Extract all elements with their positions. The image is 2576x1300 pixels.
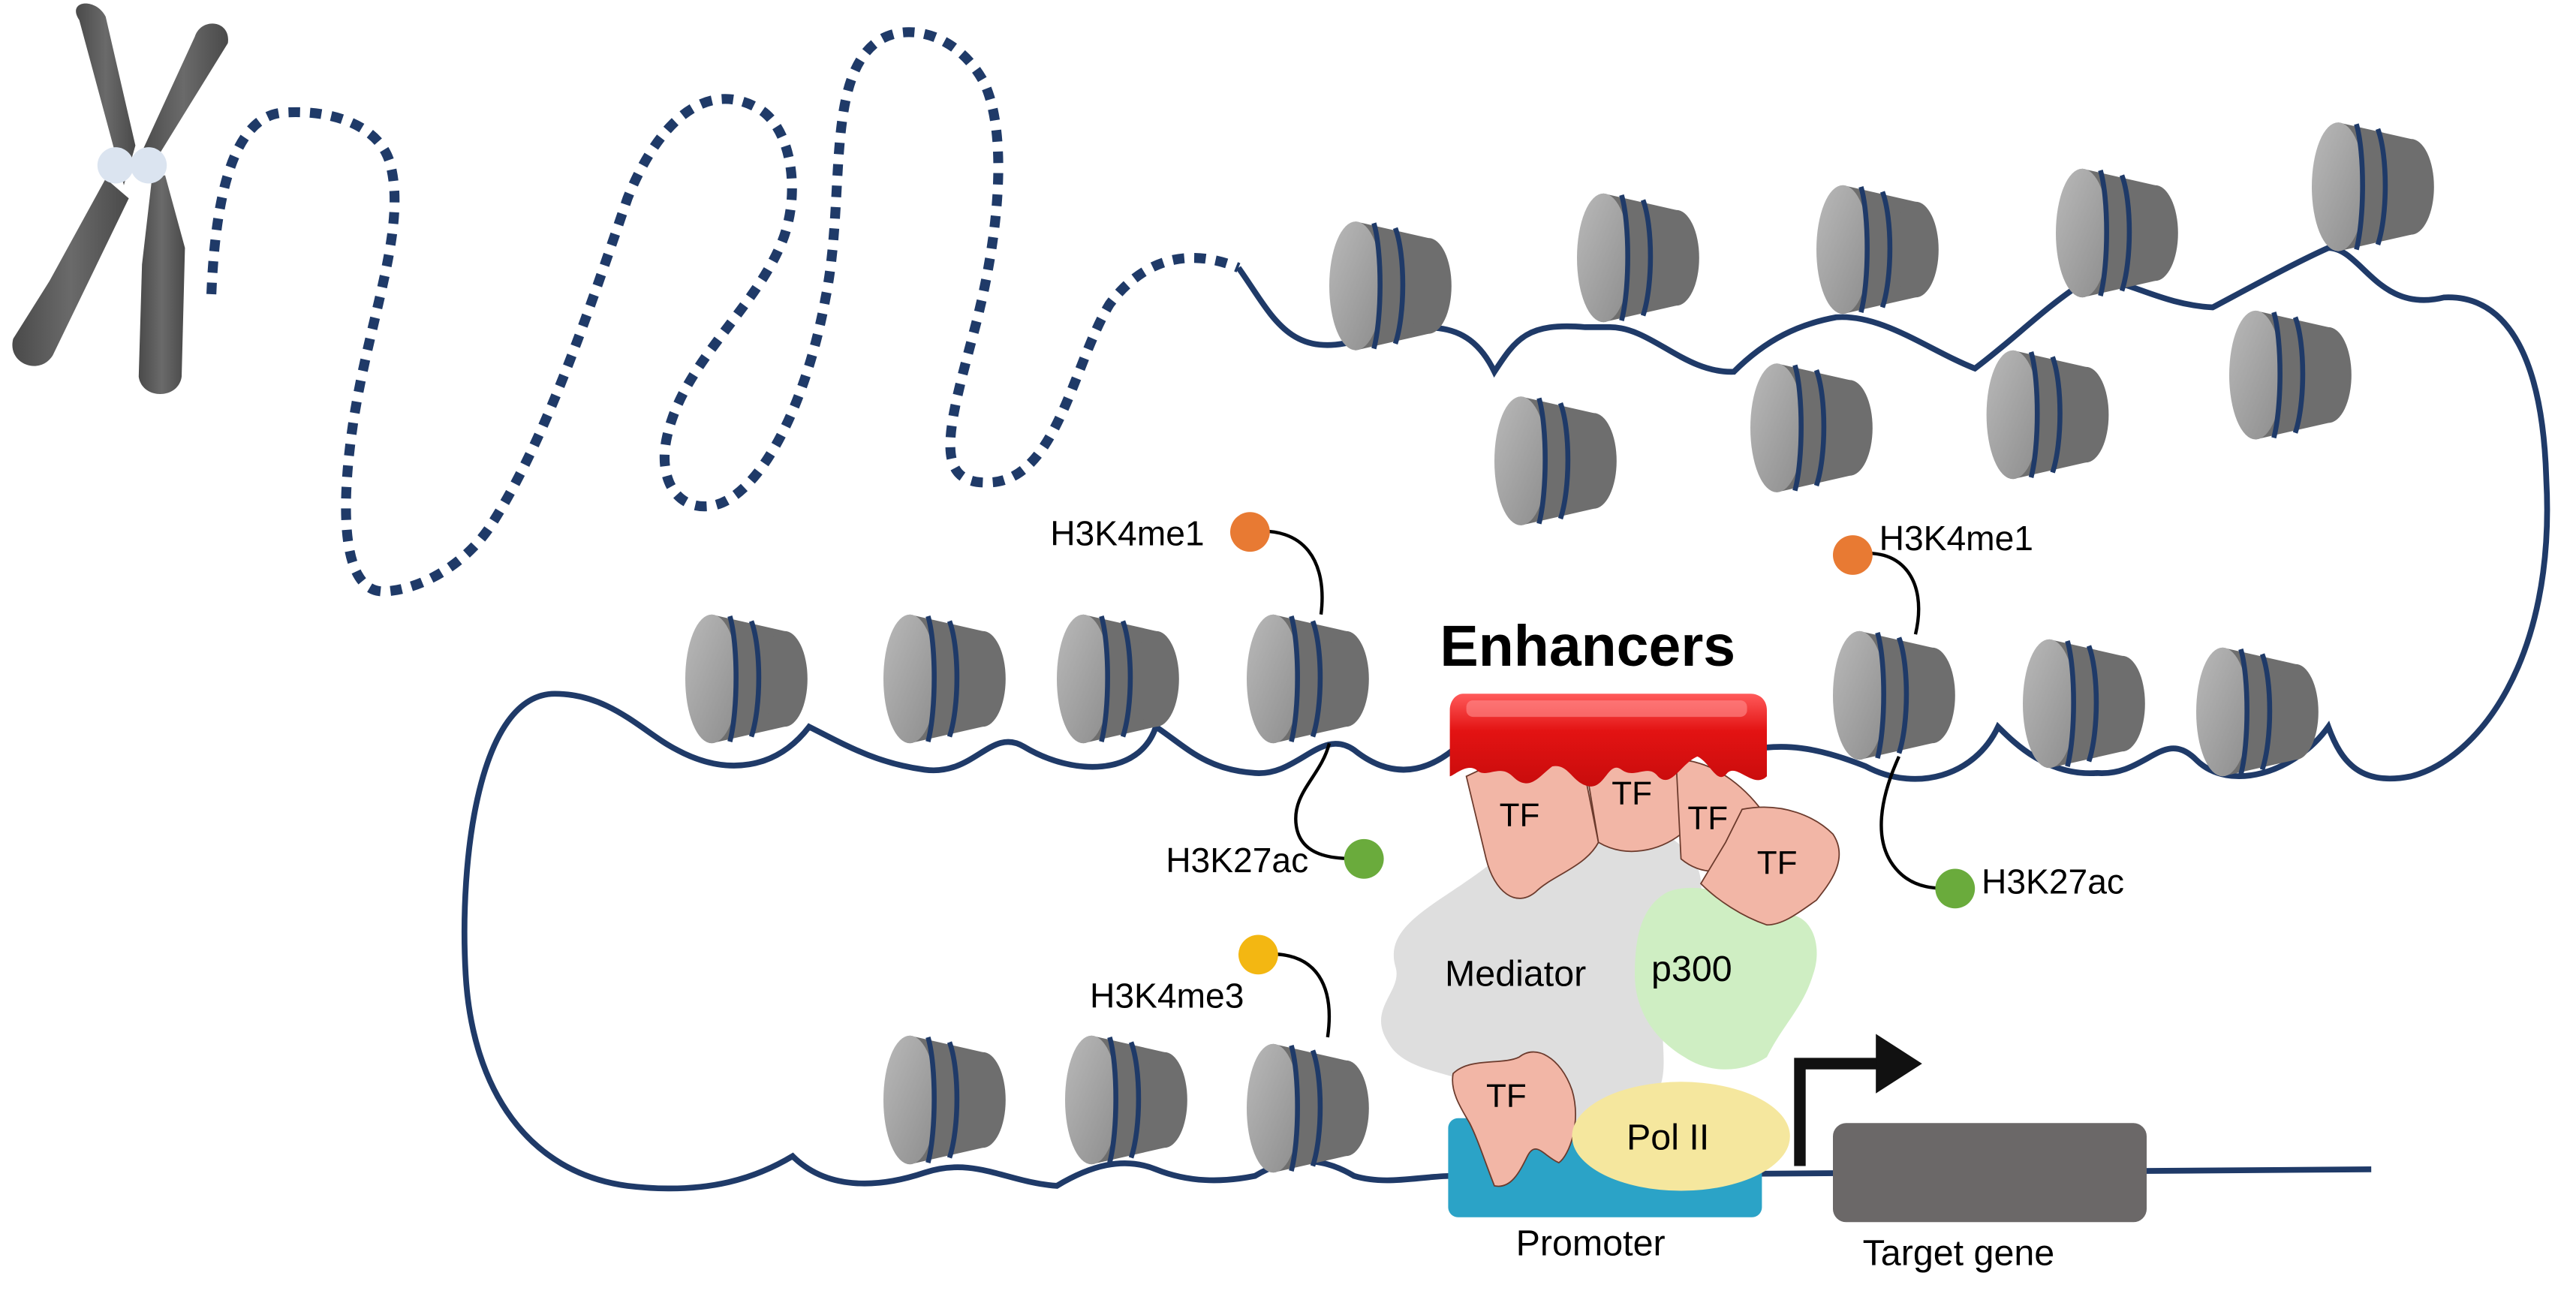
nucleosome-icon (883, 1036, 1006, 1165)
tf-label: TF (1687, 800, 1728, 837)
dna-strand (462, 245, 2550, 1192)
condensed-chromatin-dotted (206, 27, 1241, 597)
nucleosome-icon (1494, 396, 1617, 525)
nucleosome-icon (1247, 615, 1369, 744)
nucleosome-icon (1833, 631, 1955, 760)
nucleosome-icon (2196, 648, 2319, 777)
transcription-factor (1699, 806, 1840, 926)
transcription-start-arrow-icon (1794, 1034, 1922, 1166)
nucleosome-icon (1057, 615, 1179, 744)
nucleosome-icon (1816, 185, 1939, 314)
nucleosome-icon (2229, 311, 2352, 440)
nucleosome-icon (883, 615, 1006, 744)
enhancer-block (1449, 694, 1767, 787)
transcription-factor (1452, 1051, 1576, 1187)
nucleosome-icon (1065, 1036, 1187, 1165)
nucleosome-icon (1247, 1044, 1369, 1173)
h3k4me3-label: H3K4me3 (1090, 976, 1244, 1015)
target-gene-label: Target gene (1863, 1233, 2055, 1274)
p300-label: p300 (1651, 949, 1732, 989)
nucleosome-icon (1577, 194, 1699, 323)
enhancers-title: Enhancers (1440, 614, 1735, 679)
h3k4me3-mark (1238, 934, 1278, 975)
tf-label: TF (1500, 796, 1540, 833)
pol2-label: Pol II (1627, 1118, 1709, 1158)
h3k4me1-label: H3K4me1 (1050, 513, 1204, 552)
nucleosome-icon (2056, 169, 2178, 298)
h3k27ac-label: H3K27ac (1982, 862, 2124, 901)
h3k4me1-mark (1230, 512, 1270, 552)
target-gene-box (1833, 1123, 2147, 1223)
nucleosome-icon (1987, 351, 2109, 480)
nucleosome-icon (1329, 221, 1452, 351)
nucleosome-icon (2023, 639, 2145, 769)
nucleosome-icon (685, 615, 808, 744)
h3k27ac-mark (1344, 838, 1384, 879)
h3k4me1-mark (1833, 535, 1873, 575)
pol2-complex (1572, 1082, 1790, 1191)
h3k27ac-mark (1935, 868, 1976, 909)
mediator-complex (1381, 819, 1702, 1124)
h3k27ac-label: H3K27ac (1166, 841, 1308, 880)
nucleosome-icon (1750, 363, 1873, 492)
mediator-label: Mediator (1445, 954, 1586, 995)
nucleosome-icon (2312, 122, 2434, 251)
chromosome-icon (12, 3, 228, 394)
promoter-label: Promoter (1516, 1223, 1666, 1263)
h3k4me1-label: H3K4me1 (1879, 519, 2033, 558)
tf-label: TF (1612, 775, 1652, 812)
tf-label: TF (1486, 1077, 1527, 1114)
tf-label: TF (1757, 844, 1798, 881)
p300-protein (1635, 887, 1817, 1070)
